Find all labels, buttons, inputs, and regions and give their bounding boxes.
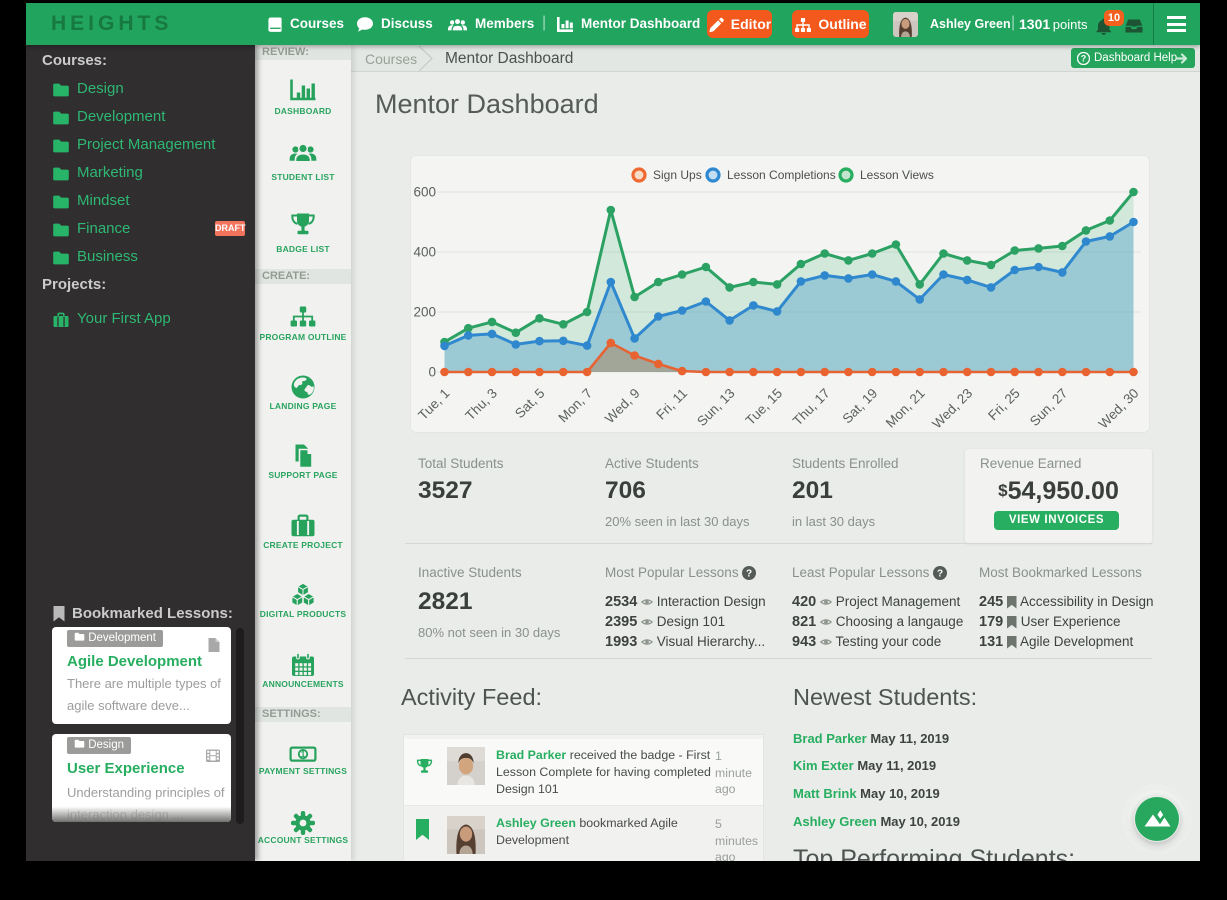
svg-text:Tue, 15: Tue, 15 xyxy=(743,386,786,429)
svg-text:Mon, 21: Mon, 21 xyxy=(883,386,928,431)
svg-text:Mon, 7: Mon, 7 xyxy=(555,386,595,426)
svg-text:0: 0 xyxy=(428,365,436,380)
svg-text:Sun, 27: Sun, 27 xyxy=(1027,386,1071,430)
svg-text:Wed, 23: Wed, 23 xyxy=(929,386,975,432)
svg-text:Sign Ups: Sign Ups xyxy=(653,168,702,182)
svg-text:Tue, 1: Tue, 1 xyxy=(415,386,452,423)
svg-text:200: 200 xyxy=(413,305,436,320)
svg-text:1: 1 xyxy=(301,750,306,759)
svg-text:400: 400 xyxy=(413,245,436,260)
svg-text:?: ? xyxy=(937,569,943,580)
svg-text:Sat, 19: Sat, 19 xyxy=(839,386,880,427)
svg-text:Wed, 9: Wed, 9 xyxy=(602,386,643,427)
svg-text:?: ? xyxy=(1081,53,1087,63)
svg-text:Fri, 11: Fri, 11 xyxy=(653,386,690,423)
svg-text:Fri, 25: Fri, 25 xyxy=(985,386,1023,424)
svg-text:?: ? xyxy=(746,569,752,580)
svg-text:Thu, 3: Thu, 3 xyxy=(462,386,500,424)
svg-text:Sun, 13: Sun, 13 xyxy=(694,386,738,430)
svg-text:Lesson Completions: Lesson Completions xyxy=(727,168,836,182)
svg-text:600: 600 xyxy=(413,185,436,200)
svg-text:Sat, 5: Sat, 5 xyxy=(512,386,548,422)
svg-text:Wed, 30: Wed, 30 xyxy=(1096,386,1142,432)
svg-text:Thu, 17: Thu, 17 xyxy=(790,386,833,429)
svg-text:Lesson Views: Lesson Views xyxy=(860,168,934,182)
